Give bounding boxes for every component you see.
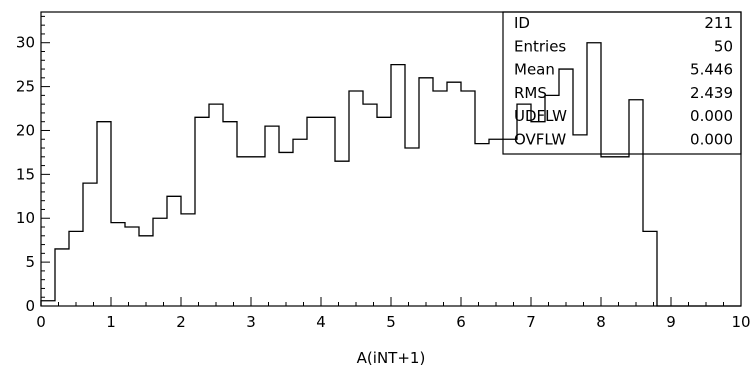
histogram-outline <box>40 42 741 307</box>
stats-value: 50 <box>714 37 733 55</box>
x-tick-label: 5 <box>386 313 396 331</box>
stats-value: 5.446 <box>690 61 733 79</box>
y-tick-label: 10 <box>16 209 35 227</box>
stats-label: Mean <box>514 61 555 79</box>
x-axis-label: A(iNT+1) <box>357 349 426 367</box>
stats-box-frame <box>502 11 742 155</box>
y-tick-label: 20 <box>16 121 35 139</box>
y-tick-label: 5 <box>25 253 35 271</box>
y-tick-label: 30 <box>16 34 35 52</box>
x-tick-label: 10 <box>731 313 750 331</box>
stats-label: OVFLW <box>514 131 566 149</box>
stats-value: 211 <box>704 14 733 32</box>
stats-value: 0.000 <box>690 131 733 149</box>
y-tick-label: 0 <box>25 297 35 315</box>
x-tick-label: 0 <box>36 313 46 331</box>
x-tick-label: 4 <box>316 313 326 331</box>
stats-label: RMS <box>514 84 547 102</box>
x-tick-label: 3 <box>246 313 256 331</box>
x-tick-label: 8 <box>596 313 606 331</box>
x-tick-label: 1 <box>106 313 116 331</box>
x-tick-label: 6 <box>456 313 466 331</box>
stats-value: 0.000 <box>690 107 733 125</box>
stats-label: Entries <box>514 37 566 55</box>
x-tick-label: 9 <box>666 313 676 331</box>
stats-label: UDFLW <box>514 107 567 125</box>
stats-value: 2.439 <box>690 84 733 102</box>
y-axis-ticks: 0 5 10 15 20 25 30 <box>16 15 50 315</box>
x-tick-label: 2 <box>176 313 186 331</box>
y-tick-label: 25 <box>16 78 35 96</box>
stats-label: ID <box>514 14 530 32</box>
plot-frame <box>40 11 742 307</box>
x-tick-label: 7 <box>526 313 536 331</box>
y-tick-label: 15 <box>16 165 35 183</box>
x-axis-ticks: 0 1 2 3 4 5 6 7 8 9 10 <box>36 297 751 331</box>
statistics-box: ID 211 Entries 50 Mean 5.446 RMS 2.439 UDFLW 0.00… <box>502 11 742 155</box>
